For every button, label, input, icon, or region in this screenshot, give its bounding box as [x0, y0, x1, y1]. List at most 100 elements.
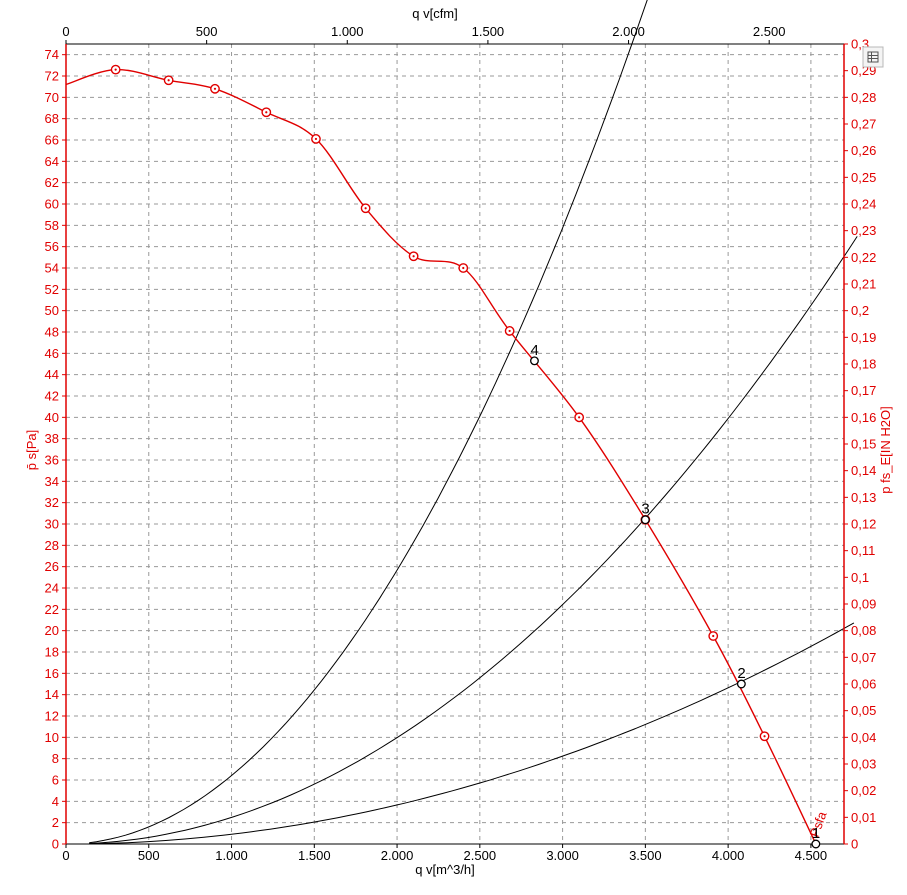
- y-left-tick-label: 56: [45, 239, 59, 254]
- y-left-tick-label: 6: [52, 773, 59, 788]
- y-right-tick-label: 0,21: [851, 277, 876, 292]
- x-tick-label: 3.000: [546, 848, 579, 863]
- operating-point-1: [811, 839, 821, 849]
- y-left-tick-label: 24: [45, 581, 59, 596]
- y-left-tick-label: 50: [45, 303, 59, 318]
- x-tick-label: 2.000: [381, 848, 414, 863]
- y-left-tick-label: 74: [45, 47, 59, 62]
- y-left-tick-label: 54: [45, 261, 59, 276]
- y-left-tick-label: 34: [45, 474, 59, 489]
- y-left-tick-label: 64: [45, 154, 59, 169]
- y-left-tick-label: 40: [45, 410, 59, 425]
- x-top-tick-label: 1.000: [331, 24, 364, 39]
- x-top-tick-label: 500: [196, 24, 218, 39]
- y-left-tick-label: 48: [45, 325, 59, 340]
- x-axis-title-top: q v[cfm]: [412, 6, 458, 21]
- y-left-tick-label: 60: [45, 197, 59, 212]
- y-left-tick-label: 12: [45, 709, 59, 724]
- x-top-tick-label: 1.500: [472, 24, 505, 39]
- y-left-tick-label: 72: [45, 69, 59, 84]
- y-left-tick-label: 14: [45, 687, 59, 702]
- y-left-tick-label: 58: [45, 218, 59, 233]
- y-right-tick-label: 0,12: [851, 517, 876, 532]
- y-left-tick-label: 44: [45, 367, 59, 382]
- y-left-tick-label: 66: [45, 133, 59, 148]
- y-left-tick-label: 38: [45, 431, 59, 446]
- data-point-center: [462, 266, 465, 270]
- x-tick-label: 1.000: [215, 848, 248, 863]
- operating-point-4: [530, 356, 539, 366]
- y-right-tick-label: 0,18: [851, 357, 876, 372]
- operating-points: 1 2 3 4: [530, 342, 821, 849]
- y-left-tick-label: 26: [45, 559, 59, 574]
- y-left-tick-label: 70: [45, 90, 59, 105]
- x-top-tick-label: 2.000: [612, 24, 645, 39]
- y-left-tick-label: 0: [52, 837, 59, 852]
- y-right-tick-label: 0,11: [851, 543, 875, 558]
- y-right-tick-label: 0,03: [851, 757, 876, 772]
- y-left-tick-label: 10: [45, 730, 59, 745]
- y-right-tick-label: 0,14: [851, 463, 876, 478]
- system-curve-1: [89, 0, 648, 844]
- x-tick-label: 4.000: [712, 848, 745, 863]
- y-right-tick-label: 0,13: [851, 490, 876, 505]
- x-tick-label: 4.500: [795, 848, 828, 863]
- data-point-center: [763, 735, 766, 738]
- operating-point-3: [640, 515, 650, 525]
- y-right-tick-label: 0,09: [851, 597, 876, 612]
- y-left-tick-label: 22: [45, 602, 59, 617]
- x-top-tick-label: 0: [62, 24, 69, 39]
- data-point-center: [578, 416, 581, 419]
- y-left-tick-label: 4: [52, 794, 59, 809]
- axes: 0 500 1.000 1.500 2.000 2.500 3.000 3.500 4.000 4…: [24, 6, 893, 877]
- y-left-tick-label: 68: [45, 111, 59, 126]
- x-tick-label: 0: [62, 848, 69, 863]
- y-right-tick-label: 0,22: [851, 250, 876, 265]
- y-axis-title-right: p fs_E[IN H2O]: [878, 406, 893, 493]
- y-left-tick-label: 20: [45, 623, 59, 638]
- y-left-tick-label: 28: [45, 538, 59, 553]
- y-left-tick-label: 62: [45, 175, 59, 190]
- x-top-tick-label: 2.500: [753, 24, 786, 39]
- plot-frame: [65, 43, 845, 845]
- system-curve-3: [89, 622, 855, 845]
- table-view-icon[interactable]: [862, 46, 884, 68]
- x-tick-label: 500: [138, 848, 160, 863]
- y-right-tick-label: 0,28: [851, 90, 876, 105]
- y-axis-title-left: p̄ s[Pa]: [24, 430, 39, 470]
- y-right-tick-label: 0,07: [851, 650, 876, 665]
- data-point-center: [712, 634, 715, 638]
- y-right-tick-label: 0,17: [851, 383, 876, 398]
- fan-curve-psfa: [65, 68, 817, 845]
- y-right-tick-label: 0,08: [851, 623, 876, 638]
- data-point-center: [508, 329, 511, 333]
- y-left-tick-label: 46: [45, 346, 59, 361]
- y-left-tick-label: 18: [45, 645, 59, 660]
- data-point-center: [265, 111, 268, 114]
- y-right-tick-label: 0,16: [851, 410, 876, 425]
- y-right-tick-label: 0,15: [851, 437, 876, 452]
- operating-point-label: 3: [641, 501, 649, 518]
- y-right-tick-label: 0,06: [851, 677, 876, 692]
- data-point-center: [314, 137, 318, 141]
- grid-layer: [66, 44, 844, 844]
- x-tick-label: 3.500: [629, 848, 662, 863]
- data-point-center: [412, 255, 415, 258]
- y-right-tick-label: 0,19: [851, 330, 876, 345]
- y-left-tick-label: 16: [45, 666, 59, 681]
- y-right-tick-label: 0,2: [851, 303, 869, 318]
- y-right-tick-label: 0,26: [851, 143, 876, 158]
- plot-border: [65, 43, 845, 845]
- operating-point-label: 1: [812, 825, 820, 842]
- x-axis-title-bottom: q v[m^3/h]: [415, 862, 475, 877]
- data-point-center: [364, 207, 367, 210]
- y-right-tick-label: 0,01: [851, 810, 876, 825]
- y-left-tick-label: 42: [45, 389, 59, 404]
- y-left-tick-label: 8: [52, 751, 59, 766]
- y-right-tick-label: 0,23: [851, 223, 876, 238]
- y-left-tick-label: 30: [45, 517, 59, 532]
- x-tick-label: 2.500: [464, 848, 497, 863]
- operating-point-label: 4: [530, 342, 538, 359]
